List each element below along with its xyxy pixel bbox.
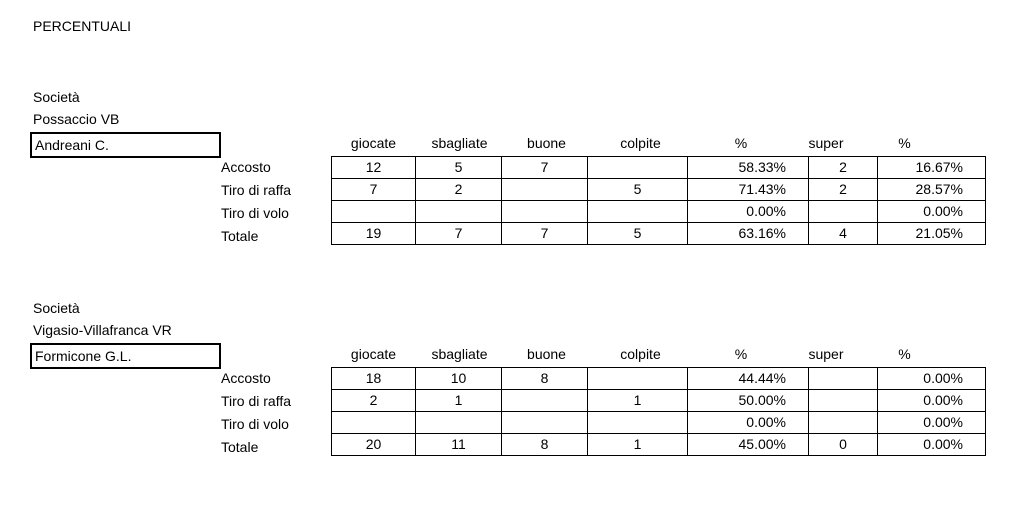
table-cell[interactable] — [587, 156, 688, 179]
table-cell[interactable] — [501, 389, 588, 412]
table-cell[interactable] — [501, 178, 588, 201]
table-cell[interactable]: 5 — [415, 156, 502, 179]
row-label: Accosto — [221, 370, 271, 386]
societa-label: Società — [33, 300, 80, 316]
page-title: PERCENTUALI — [33, 18, 132, 34]
societa-name: Vigasio-Villafranca VR — [33, 322, 172, 338]
table-cell[interactable]: 1 — [415, 389, 502, 412]
table-row: 12 5 7 58.33% 2 16.67% — [331, 156, 986, 179]
table-cell[interactable]: 19 — [331, 222, 416, 245]
table-cell[interactable]: 1 — [587, 433, 688, 456]
table-cell[interactable]: 63.16% — [687, 222, 809, 245]
table-cell[interactable]: 18 — [331, 367, 416, 390]
table-cell[interactable]: 2 — [331, 389, 416, 412]
table-cell[interactable]: 45.00% — [687, 433, 809, 456]
table-cell[interactable]: 0.00% — [877, 411, 986, 434]
table-cell[interactable] — [587, 411, 688, 434]
column-header: sbagliate — [431, 135, 488, 151]
table-cell[interactable] — [501, 200, 588, 223]
table-row: 0.00% 0.00% — [331, 411, 986, 434]
table-cell[interactable]: 0.00% — [877, 389, 986, 412]
stats-table: 12 5 7 58.33% 2 16.67% 7 2 5 71.43% 2 28.57% 0.00% 0.… — [331, 156, 986, 245]
table-cell[interactable] — [808, 411, 878, 434]
table-cell[interactable]: 8 — [501, 367, 588, 390]
table-row: 0.00% 0.00% — [331, 200, 986, 223]
table-cell[interactable]: 10 — [415, 367, 502, 390]
table-row: 20 11 8 1 45.00% 0 0.00% — [331, 433, 986, 456]
table-cell[interactable]: 7 — [501, 156, 588, 179]
row-label: Tiro di raffa — [221, 182, 292, 198]
column-header: buone — [527, 135, 566, 151]
table-cell[interactable] — [808, 200, 878, 223]
stats-table: 18 10 8 44.44% 0.00% 2 1 1 50.00% 0.00% 0.00% 0.00%… — [331, 367, 986, 456]
column-header: colpite — [620, 346, 661, 362]
column-header: sbagliate — [431, 346, 488, 362]
column-header: % — [734, 135, 748, 151]
table-cell[interactable]: 2 — [808, 156, 878, 179]
table-cell[interactable] — [808, 367, 878, 390]
table-row: 7 2 5 71.43% 2 28.57% — [331, 178, 986, 201]
table-cell[interactable]: 71.43% — [687, 178, 809, 201]
column-header: super — [808, 346, 844, 362]
row-label: Tiro di raffa — [221, 393, 292, 409]
column-header: buone — [527, 346, 566, 362]
column-header: % — [898, 135, 911, 151]
table-cell[interactable]: 12 — [331, 156, 416, 179]
table-cell[interactable]: 7 — [415, 222, 502, 245]
table-cell[interactable]: 0 — [808, 433, 878, 456]
table-cell[interactable]: 44.44% — [687, 367, 809, 390]
table-cell[interactable]: 16.67% — [877, 156, 986, 179]
table-cell[interactable]: 11 — [415, 433, 502, 456]
table-cell[interactable]: 0.00% — [877, 367, 986, 390]
player-name-cell[interactable]: Formicone G.L. — [30, 343, 221, 369]
table-cell[interactable] — [415, 200, 502, 223]
column-header: giocate — [350, 346, 397, 362]
societa-label: Società — [33, 89, 80, 105]
table-cell[interactable] — [501, 411, 588, 434]
table-cell[interactable]: 21.05% — [877, 222, 986, 245]
table-cell[interactable]: 5 — [587, 178, 688, 201]
player-name-cell[interactable]: Andreani C. — [30, 132, 221, 158]
row-label: Totale — [221, 439, 259, 455]
table-cell[interactable]: 7 — [501, 222, 588, 245]
table-cell[interactable] — [331, 411, 416, 434]
table-cell[interactable]: 0.00% — [687, 200, 809, 223]
table-cell[interactable]: 0.00% — [687, 411, 809, 434]
table-cell[interactable]: 1 — [587, 389, 688, 412]
table-cell[interactable] — [587, 200, 688, 223]
table-cell[interactable]: 2 — [808, 178, 878, 201]
column-header: giocate — [350, 135, 397, 151]
row-label: Accosto — [221, 159, 271, 175]
table-cell[interactable]: 0.00% — [877, 200, 986, 223]
table-cell[interactable]: 5 — [587, 222, 688, 245]
row-label: Tiro di volo — [221, 205, 289, 221]
row-label: Tiro di volo — [221, 416, 289, 432]
table-row: 19 7 7 5 63.16% 4 21.05% — [331, 222, 986, 245]
table-row: 18 10 8 44.44% 0.00% — [331, 367, 986, 390]
societa-name: Possaccio VB — [33, 111, 120, 127]
table-cell[interactable] — [331, 200, 416, 223]
table-cell[interactable] — [808, 389, 878, 412]
table-cell[interactable]: 4 — [808, 222, 878, 245]
table-cell[interactable]: 0.00% — [877, 433, 986, 456]
table-cell[interactable] — [587, 367, 688, 390]
table-cell[interactable]: 7 — [331, 178, 416, 201]
table-cell[interactable]: 8 — [501, 433, 588, 456]
column-header: % — [734, 346, 748, 362]
player-section: Società Vigasio-Villafranca VR Formicone G… — [0, 299, 1024, 499]
table-cell[interactable]: 20 — [331, 433, 416, 456]
player-section: Società Possaccio VB Andreani C. giocate sba… — [0, 88, 1024, 288]
table-cell[interactable]: 50.00% — [687, 389, 809, 412]
column-header: colpite — [620, 135, 661, 151]
table-cell[interactable] — [415, 411, 502, 434]
column-header: super — [808, 135, 844, 151]
table-cell[interactable]: 2 — [415, 178, 502, 201]
column-header: % — [898, 346, 911, 362]
table-row: 2 1 1 50.00% 0.00% — [331, 389, 986, 412]
table-cell[interactable]: 28.57% — [877, 178, 986, 201]
row-label: Totale — [221, 228, 259, 244]
table-cell[interactable]: 58.33% — [687, 156, 809, 179]
